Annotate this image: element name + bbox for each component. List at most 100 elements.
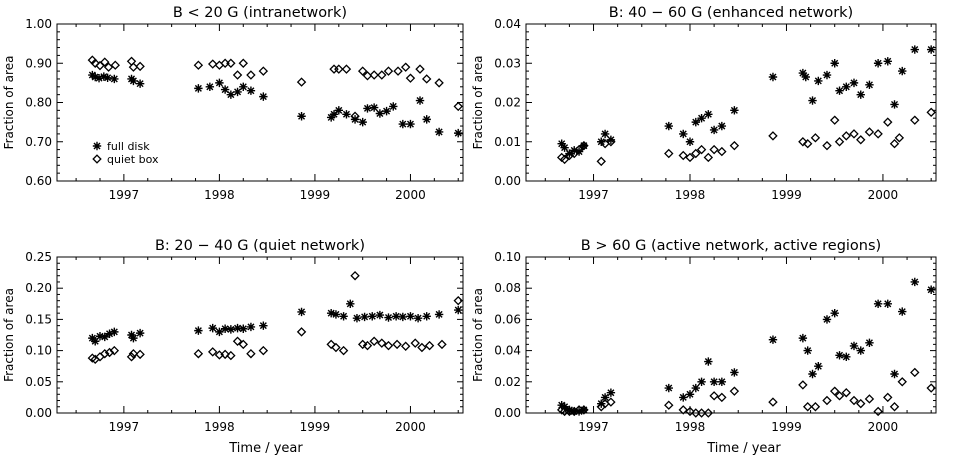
data-point-full-disk (697, 377, 706, 386)
data-point-full-disk (873, 299, 883, 308)
data-point-quiet-box (357, 66, 368, 76)
data-point-quiet-box (424, 340, 435, 351)
data-point-full-disk (704, 110, 713, 119)
data-point-full-disk (105, 329, 114, 338)
data-point-full-disk (434, 310, 444, 319)
y-tick-label-enhanced-network: 0.04 (494, 17, 521, 31)
data-point-quiet-box (226, 350, 236, 361)
data-point-quiet-box (822, 395, 832, 406)
data-point-full-disk (358, 117, 367, 127)
data-point-quiet-box (103, 62, 114, 72)
data-point-quiet-box (87, 353, 98, 363)
data-point-full-disk (565, 149, 574, 158)
x-tick-label-intranetwork: 2000 (395, 188, 426, 202)
data-point-full-disk (849, 341, 859, 351)
data-point-full-disk (415, 96, 425, 105)
data-point-full-disk (691, 117, 700, 127)
data-point-full-disk (560, 143, 569, 152)
series-full-disk-quiet-network (88, 299, 463, 346)
data-point-full-disk (856, 90, 865, 99)
data-point-full-disk (208, 323, 217, 333)
data-point-quiet-box (729, 140, 740, 151)
data-point-quiet-box (258, 66, 269, 76)
data-point-quiet-box (400, 62, 411, 72)
data-point-full-disk (194, 84, 203, 93)
data-point-quiet-box (889, 138, 900, 149)
data-point-quiet-box (220, 349, 230, 360)
y-axis-label-active-network: Fraction of area (471, 288, 485, 382)
data-point-full-disk (95, 332, 105, 341)
data-point-quiet-box (410, 338, 420, 348)
data-point-full-disk (926, 45, 936, 54)
y-tick-label-active-network: 0.06 (494, 312, 521, 326)
x-tick-label-enhanced-network: 1999 (771, 188, 802, 202)
y-tick-label-active-network: 0.10 (494, 250, 521, 264)
data-point-full-disk (606, 388, 616, 397)
data-point-full-disk (890, 100, 899, 109)
data-point-quiet-box (709, 391, 719, 401)
data-point-quiet-box (90, 58, 100, 68)
data-point-quiet-box (910, 367, 920, 378)
data-point-full-disk (334, 106, 344, 115)
data-point-quiet-box (109, 345, 120, 356)
data-point-full-disk (99, 72, 109, 81)
data-point-quiet-box (873, 129, 883, 139)
y-tick-label-enhanced-network: 0.00 (494, 174, 521, 188)
y-tick-label-enhanced-network: 0.01 (494, 135, 521, 149)
data-point-full-disk (822, 315, 832, 324)
data-point-full-disk (389, 102, 398, 111)
x-tick-label-active-network: 1999 (771, 420, 802, 434)
data-point-full-disk (103, 73, 112, 82)
data-point-quiet-box (841, 131, 852, 141)
data-point-full-disk (865, 80, 874, 90)
data-point-full-disk (360, 312, 369, 322)
data-point-full-disk (574, 147, 584, 156)
data-point-full-disk (890, 369, 899, 379)
data-point-full-disk (835, 86, 844, 95)
data-point-quiet-box (834, 137, 845, 147)
data-point-full-disk (664, 383, 673, 393)
legend-label-quiet-box: quiet box (107, 153, 159, 166)
chart-title-quiet-network: B: 20 − 40 G (quiet network) (155, 238, 365, 254)
data-point-full-disk (233, 87, 242, 97)
series-quiet-box-active-network (556, 367, 936, 418)
data-point-full-disk (239, 324, 248, 333)
data-point-quiet-box (100, 349, 110, 359)
data-point-full-disk (570, 407, 579, 416)
data-point-quiet-box (453, 101, 463, 112)
series-full-disk-intranetwork (88, 70, 463, 138)
data-point-quiet-box (834, 391, 845, 401)
data-point-quiet-box (415, 64, 425, 74)
x-tick-label-enhanced-network: 1997 (578, 188, 609, 202)
data-point-full-disk (226, 325, 236, 334)
data-point-quiet-box (678, 405, 688, 415)
data-point-full-disk (127, 330, 136, 340)
x-tick-label-intranetwork: 1999 (300, 188, 331, 202)
data-point-full-disk (368, 312, 377, 321)
y-tick-label-quiet-network: 0.25 (25, 250, 52, 264)
data-point-quiet-box (829, 386, 840, 396)
data-point-full-disk (129, 76, 138, 86)
data-point-full-disk (363, 104, 372, 113)
data-point-full-disk (704, 357, 713, 366)
series-quiet-box-enhanced-network (556, 107, 936, 167)
data-point-full-disk (685, 137, 695, 146)
data-point-full-disk (600, 129, 610, 139)
y-tick-label-quiet-network: 0.05 (25, 375, 52, 389)
data-point-quiet-box (377, 70, 387, 80)
data-point-full-disk (398, 312, 408, 322)
data-point-quiet-box (822, 140, 832, 151)
data-point-full-disk (814, 76, 823, 86)
data-point-quiet-box (596, 156, 606, 167)
plot-frame-active-network (525, 256, 937, 414)
y-axis-label-enhanced-network: Fraction of area (471, 56, 485, 150)
data-point-full-disk (842, 82, 851, 91)
data-point-quiet-box (357, 339, 368, 350)
data-point-quiet-box (193, 349, 204, 359)
data-point-quiet-box (135, 349, 145, 360)
data-point-quiet-box (897, 377, 907, 387)
data-point-full-disk (135, 328, 145, 338)
y-tick-label-quiet-network: 0.00 (25, 406, 52, 420)
data-point-quiet-box (864, 127, 875, 137)
data-point-quiet-box (258, 345, 269, 356)
